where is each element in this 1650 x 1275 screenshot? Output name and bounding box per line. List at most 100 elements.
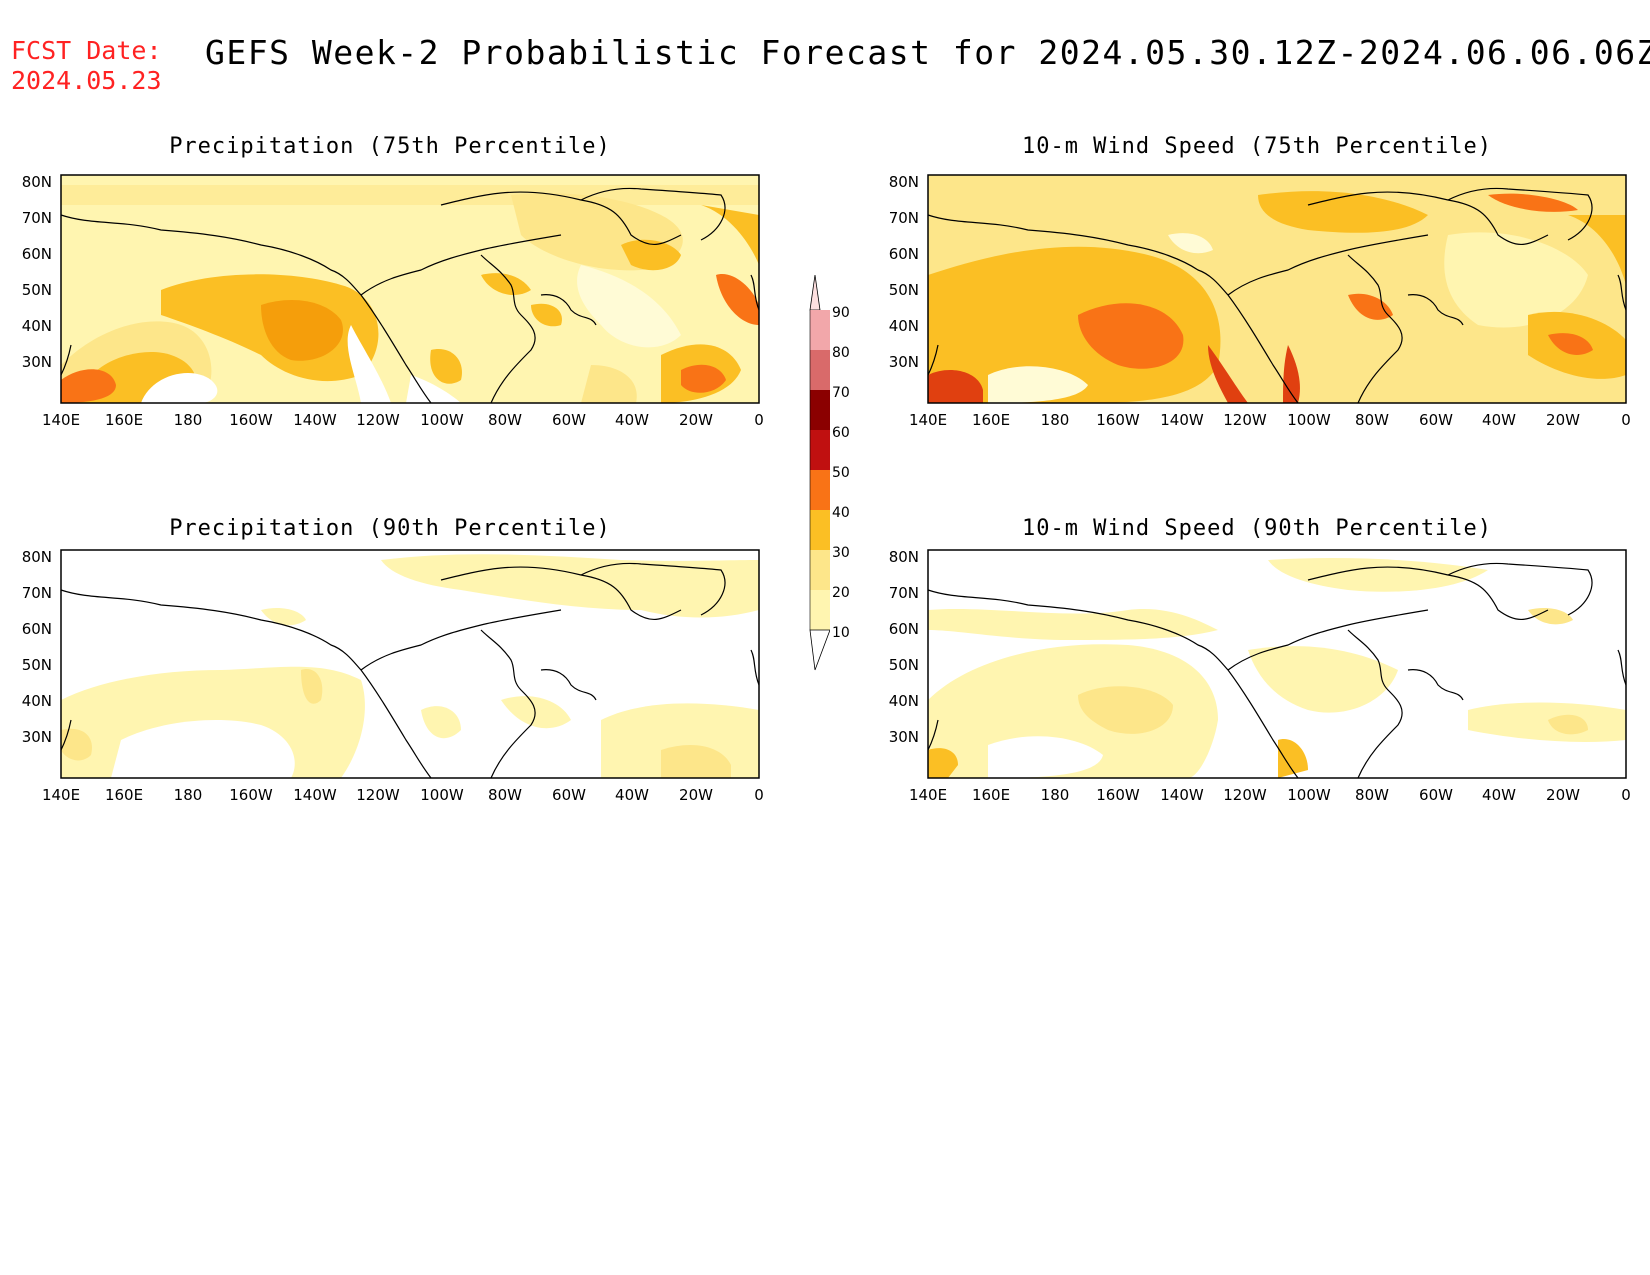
lat-label: 40N <box>22 692 52 710</box>
lat-label: 50N <box>22 656 52 674</box>
lon-label: 180 <box>1041 786 1070 804</box>
colorbar-swatch <box>810 470 830 510</box>
lon-label: 40W <box>1482 786 1516 804</box>
lon-label: 120W <box>1223 786 1267 804</box>
lat-label: 60N <box>889 620 919 638</box>
colorbar-swatch <box>810 310 830 350</box>
colorbar-label: 80 <box>832 345 850 361</box>
lat-label: 80N <box>22 548 52 566</box>
panel-title-wind-75: 10-m Wind Speed (75th Percentile) <box>1021 134 1493 159</box>
lat-label: 50N <box>889 281 919 299</box>
colorbar-label: 70 <box>832 385 850 401</box>
lat-label: 40N <box>889 692 919 710</box>
lon-label: 60W <box>1419 786 1453 804</box>
lon-label: 160W <box>229 786 273 804</box>
lon-label: 160W <box>1096 411 1140 429</box>
colorbar-swatch <box>810 390 830 430</box>
colorbar-swatch <box>810 430 830 470</box>
colorbar-label: 40 <box>832 505 850 521</box>
lon-label: 160E <box>972 786 1010 804</box>
colorbar-label: 90 <box>832 305 850 321</box>
lon-label: 80W <box>488 786 522 804</box>
lon-label: 0 <box>1621 411 1631 429</box>
lon-label: 140E <box>909 411 947 429</box>
forecast-date-block: FCST Date: 2024.05.23 <box>11 36 162 96</box>
colorbar-top-triangle <box>809 274 821 311</box>
lon-label: 60W <box>552 411 586 429</box>
colorbar-swatch <box>810 350 830 390</box>
lon-label: 160E <box>105 786 143 804</box>
lat-label: 80N <box>889 548 919 566</box>
map-precip-90: 80N 70N 60N 50N 40N 30N 140E 160E 180 16… <box>22 548 764 804</box>
colorbar-swatch <box>810 510 830 550</box>
lon-label: 140E <box>42 411 80 429</box>
lon-label: 0 <box>754 411 764 429</box>
colorbar-swatch <box>810 550 830 590</box>
lon-label: 40W <box>615 786 649 804</box>
lon-label: 80W <box>1355 411 1389 429</box>
lon-label: 160W <box>1096 786 1140 804</box>
lon-label: 140E <box>909 786 947 804</box>
lat-label: 70N <box>889 209 919 227</box>
lon-label: 160E <box>972 411 1010 429</box>
colorbar <box>809 274 830 671</box>
lat-label: 40N <box>22 317 52 335</box>
lat-label: 30N <box>889 728 919 746</box>
lat-label: 60N <box>22 245 52 263</box>
colorbar-label: 20 <box>832 585 850 601</box>
lat-label: 50N <box>889 656 919 674</box>
lon-label: 100W <box>420 411 464 429</box>
lon-label: 20W <box>1546 786 1580 804</box>
lat-label: 30N <box>22 728 52 746</box>
lon-label: 140W <box>293 786 337 804</box>
lat-label: 60N <box>889 245 919 263</box>
map-wind-75: 80N 70N 60N 50N 40N 30N 140E 160E 180 16… <box>889 173 1631 429</box>
lat-label: 70N <box>889 584 919 602</box>
lon-label: 80W <box>488 411 522 429</box>
colorbar-swatch <box>810 590 830 630</box>
colorbar-label: 30 <box>832 545 850 561</box>
forecast-date-value: 2024.05.23 <box>11 66 162 95</box>
panel-title-precip-75: Precipitation (75th Percentile) <box>169 134 611 159</box>
lon-label: 80W <box>1355 786 1389 804</box>
lat-label: 70N <box>22 584 52 602</box>
lon-label: 140W <box>293 411 337 429</box>
lon-label: 20W <box>679 786 713 804</box>
colorbar-label: 10 <box>832 625 850 641</box>
panel-title-precip-90: Precipitation (90th Percentile) <box>169 516 611 541</box>
lon-label: 100W <box>420 786 464 804</box>
lat-label: 60N <box>22 620 52 638</box>
colorbar-bottom-triangle <box>809 629 830 671</box>
lon-label: 140E <box>42 786 80 804</box>
lon-label: 140W <box>1160 411 1204 429</box>
lon-label: 100W <box>1287 411 1331 429</box>
lat-label: 50N <box>22 281 52 299</box>
lon-label: 60W <box>1419 411 1453 429</box>
map-wind-90: 80N 70N 60N 50N 40N 30N 140E 160E 180 16… <box>889 548 1631 804</box>
lon-label: 120W <box>356 411 400 429</box>
lat-label: 30N <box>889 353 919 371</box>
map-precip-75: 80N 70N 60N 50N 40N 30N 140E 160E 180 16… <box>22 173 764 429</box>
lon-label: 140W <box>1160 786 1204 804</box>
lon-label: 60W <box>552 786 586 804</box>
lon-label: 0 <box>1621 786 1631 804</box>
panel-title-wind-90: 10-m Wind Speed (90th Percentile) <box>1021 516 1493 541</box>
lon-label: 160E <box>105 411 143 429</box>
lat-label: 30N <box>22 353 52 371</box>
lat-label: 80N <box>889 173 919 191</box>
lon-label: 20W <box>679 411 713 429</box>
lat-label: 70N <box>22 209 52 227</box>
forecast-date-label: FCST Date: <box>11 36 162 65</box>
lon-label: 180 <box>1041 411 1070 429</box>
lon-label: 40W <box>615 411 649 429</box>
lon-label: 160W <box>229 411 273 429</box>
lon-label: 0 <box>754 786 764 804</box>
lon-label: 20W <box>1546 411 1580 429</box>
lat-label: 40N <box>889 317 919 335</box>
colorbar-label: 60 <box>832 425 850 441</box>
colorbar-label: 50 <box>832 465 850 481</box>
lon-label: 120W <box>1223 411 1267 429</box>
lon-label: 120W <box>356 786 400 804</box>
lon-label: 180 <box>174 786 203 804</box>
main-title: GEFS Week-2 Probabilistic Forecast for 2… <box>205 33 1650 72</box>
